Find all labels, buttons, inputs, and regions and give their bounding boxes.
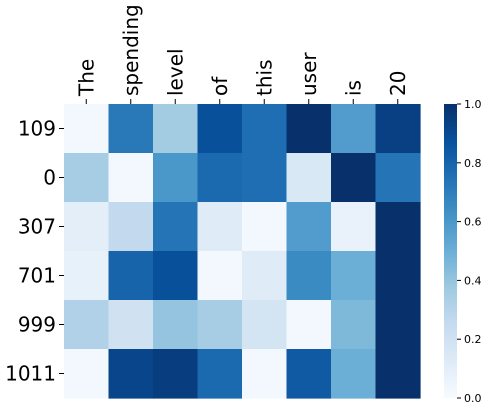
- heatmap-cell: [64, 349, 110, 399]
- heatmap-cell: [286, 202, 332, 252]
- heatmap-cell: [153, 202, 199, 252]
- heatmap-cell: [242, 300, 288, 350]
- heatmap-cell: [331, 153, 377, 203]
- heatmap-cell: [108, 251, 154, 301]
- x-tick-label: of: [208, 76, 232, 96]
- heatmap-cell: [331, 251, 377, 301]
- heatmap-cell: [375, 349, 421, 399]
- x-tick-label: 20: [386, 71, 410, 96]
- heatmap-cell: [331, 104, 377, 154]
- heatmap-cell: [375, 300, 421, 350]
- heatmap-cell: [153, 104, 199, 154]
- colorbar-gradient: [444, 104, 457, 398]
- heatmap-cell: [64, 153, 110, 203]
- y-tick-label: 1011: [5, 362, 56, 386]
- heatmap-cell: [375, 202, 421, 252]
- x-tick-label: is: [341, 80, 365, 96]
- colorbar-ticks: 0.0 0.2 0.4 0.6 0.8 1.0: [457, 98, 482, 405]
- heatmap-cell: [242, 153, 288, 203]
- x-tick-label: this: [252, 60, 276, 97]
- heatmap-cell: [108, 349, 154, 399]
- heatmap-cell: [197, 153, 243, 203]
- heatmap-cell: [153, 153, 199, 203]
- colorbar-tick-label: 0.6: [464, 216, 482, 229]
- heatmap-cell: [242, 251, 288, 301]
- heatmap-cell: [197, 202, 243, 252]
- heatmap-cells: [64, 104, 421, 399]
- heatmap-cell: [331, 349, 377, 399]
- x-tick-label: level: [163, 48, 187, 96]
- heatmap-cell: [197, 300, 243, 350]
- heatmap-cell: [331, 202, 377, 252]
- heatmap-cell: [197, 349, 243, 399]
- heatmap-cell: [286, 251, 332, 301]
- heatmap-cell: [375, 251, 421, 301]
- colorbar-tick-label: 1.0: [464, 98, 482, 111]
- heatmap-cell: [242, 202, 288, 252]
- heatmap-cell: [153, 349, 199, 399]
- heatmap-cell: [197, 104, 243, 154]
- heatmap-cell: [375, 153, 421, 203]
- x-tick-label: user: [297, 52, 321, 96]
- heatmap-cell: [153, 251, 199, 301]
- heatmap-cell: [331, 300, 377, 350]
- y-tick-label: 109: [18, 117, 56, 141]
- heatmap-cell: [108, 202, 154, 252]
- colorbar-tick-label: 0.2: [464, 333, 482, 346]
- heatmap-cell: [64, 251, 110, 301]
- x-axis-ticks: The spending level of this user is 20: [74, 4, 410, 104]
- y-tick-label: 999: [18, 313, 56, 337]
- y-axis-ticks: 109 0 307 701 999 1011: [5, 117, 64, 386]
- y-tick-label: 701: [18, 264, 56, 288]
- heatmap-cell: [153, 300, 199, 350]
- colorbar-tick-label: 0.4: [464, 274, 482, 287]
- heatmap-cell: [375, 104, 421, 154]
- heatmap-cell: [242, 104, 288, 154]
- heatmap-cell: [286, 300, 332, 350]
- y-tick-label: 307: [18, 215, 56, 239]
- heatmap-cell: [64, 202, 110, 252]
- heatmap-cell: [108, 104, 154, 154]
- heatmap-cell: [286, 349, 332, 399]
- colorbar-tick-label: 0.0: [464, 392, 482, 405]
- colorbar-tick-label: 0.8: [464, 157, 482, 170]
- x-tick-label: spending: [119, 4, 143, 96]
- y-tick-label: 0: [43, 166, 56, 190]
- x-tick-label: The: [74, 59, 98, 97]
- heatmap-cell: [64, 104, 110, 154]
- heatmap-cell: [197, 251, 243, 301]
- heatmap-cell: [242, 349, 288, 399]
- heatmap-cell: [286, 153, 332, 203]
- heatmap-cell: [108, 300, 154, 350]
- heatmap-cell: [108, 153, 154, 203]
- colorbar: 0.0 0.2 0.4 0.6 0.8 1.0: [444, 98, 482, 405]
- heatmap-cell: [286, 104, 332, 154]
- heatmap-cell: [64, 300, 110, 350]
